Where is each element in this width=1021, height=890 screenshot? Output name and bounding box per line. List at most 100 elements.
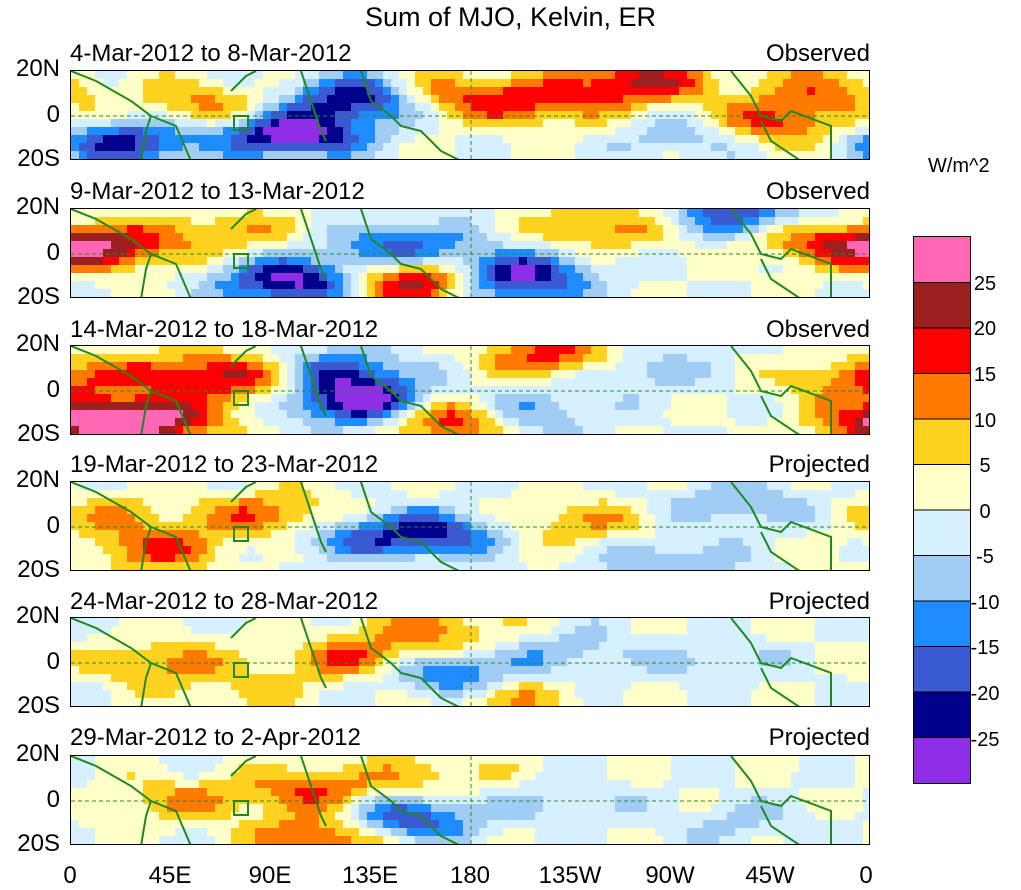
field-cell	[407, 562, 416, 571]
field-cell	[79, 538, 88, 547]
field-cell	[655, 378, 664, 387]
field-cell	[679, 426, 688, 435]
field-cell	[471, 570, 480, 571]
field-cell	[695, 546, 704, 555]
field-cell	[671, 354, 680, 363]
field-cell	[111, 127, 120, 136]
field-cell	[335, 209, 344, 218]
field-cell	[519, 386, 528, 395]
field-cell	[791, 514, 800, 523]
field-cell	[543, 159, 552, 160]
field-cell	[159, 362, 168, 371]
field-cell	[215, 111, 224, 120]
field-cell	[327, 562, 336, 571]
field-cell	[655, 522, 664, 531]
field-cell	[183, 522, 192, 531]
field-cell	[599, 554, 608, 563]
panel-2-type: Observed	[766, 178, 870, 206]
field-cell	[199, 257, 208, 266]
field-cell	[863, 562, 870, 571]
field-cell	[399, 289, 408, 298]
field-cell	[383, 418, 392, 427]
field-cell	[247, 103, 256, 112]
field-cell	[783, 233, 792, 242]
field-cell	[167, 410, 176, 419]
field-cell	[639, 87, 648, 96]
field-cell	[151, 297, 160, 298]
field-cell	[215, 354, 224, 363]
field-cell	[111, 674, 120, 683]
field-cell	[535, 71, 544, 80]
field-cell	[663, 490, 672, 499]
field-cell	[575, 71, 584, 80]
field-cell	[199, 135, 208, 144]
field-cell	[479, 530, 488, 539]
field-cell	[151, 514, 160, 523]
field-cell	[567, 87, 576, 96]
field-cell	[727, 297, 736, 298]
field-cell	[815, 378, 824, 387]
field-cell	[439, 297, 448, 298]
field-cell	[703, 434, 712, 435]
field-cell	[575, 281, 584, 290]
field-cell	[847, 143, 856, 152]
field-cell	[207, 135, 216, 144]
field-cell	[159, 410, 168, 419]
field-cell	[575, 514, 584, 523]
field-cell	[647, 151, 656, 160]
field-cell	[623, 490, 632, 499]
field-cell	[271, 490, 280, 499]
field-cell	[191, 418, 200, 427]
field-cell	[319, 570, 328, 571]
field-cell	[567, 378, 576, 387]
field-cell	[503, 522, 512, 531]
field-cell	[207, 498, 216, 507]
field-cell	[431, 522, 440, 531]
field-cell	[431, 95, 440, 104]
field-cell	[143, 95, 152, 104]
field-cell	[671, 119, 680, 128]
field-cell	[663, 370, 672, 379]
field-cell	[127, 394, 136, 403]
field-cell	[591, 135, 600, 144]
field-cell	[807, 426, 816, 435]
field-cell	[631, 562, 640, 571]
field-cell	[231, 159, 240, 160]
field-cell	[695, 241, 704, 250]
field-cell	[191, 554, 200, 563]
field-cell	[591, 265, 600, 274]
field-cell	[383, 546, 392, 555]
field-cell	[687, 394, 696, 403]
field-cell	[351, 257, 360, 266]
field-cell	[583, 281, 592, 290]
field-cell	[503, 498, 512, 507]
field-cell	[703, 490, 712, 499]
field-cell	[79, 143, 88, 152]
field-cell	[223, 257, 232, 266]
field-cell	[663, 498, 672, 507]
field-cell	[503, 370, 512, 379]
field-cell	[559, 151, 568, 160]
field-cell	[119, 410, 128, 419]
field-cell	[319, 233, 328, 242]
field-cell	[751, 135, 760, 144]
field-cell	[375, 570, 384, 571]
field-cell	[839, 554, 848, 563]
field-cell	[71, 562, 80, 571]
field-cell	[231, 346, 240, 355]
field-cell	[687, 257, 696, 266]
field-cell	[527, 225, 536, 234]
field-cell	[639, 426, 648, 435]
field-cell	[519, 562, 528, 571]
field-cell	[215, 370, 224, 379]
field-cell	[511, 514, 520, 523]
field-cell	[151, 666, 160, 675]
field-cell	[407, 410, 416, 419]
field-cell	[423, 346, 432, 355]
field-cell	[847, 127, 856, 136]
field-cell	[279, 225, 288, 234]
field-cell	[71, 87, 80, 96]
field-cell	[127, 482, 136, 491]
field-cell	[559, 95, 568, 104]
field-cell	[151, 498, 160, 507]
